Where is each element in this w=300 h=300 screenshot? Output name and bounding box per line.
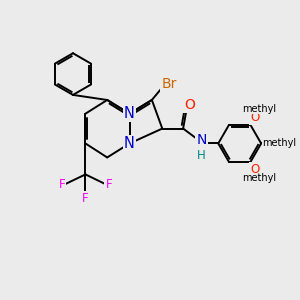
Text: H: H xyxy=(197,149,206,163)
Text: O: O xyxy=(250,111,259,124)
Text: methyl: methyl xyxy=(243,173,277,183)
Text: O: O xyxy=(250,163,260,176)
Text: methyl: methyl xyxy=(256,110,261,111)
Text: O: O xyxy=(250,163,259,176)
Text: N: N xyxy=(124,106,135,121)
Text: F: F xyxy=(82,192,89,205)
Text: O: O xyxy=(184,98,195,112)
Text: O: O xyxy=(250,111,260,124)
Text: Br: Br xyxy=(161,77,176,91)
Text: N: N xyxy=(124,136,135,151)
Text: methyl: methyl xyxy=(256,176,261,177)
Text: methyl: methyl xyxy=(262,138,297,148)
Text: O: O xyxy=(265,137,274,150)
Text: methyl: methyl xyxy=(275,143,280,144)
Text: F: F xyxy=(58,178,65,191)
Text: N: N xyxy=(196,134,207,148)
Text: methyl: methyl xyxy=(243,104,277,114)
Text: F: F xyxy=(105,178,112,191)
Text: O: O xyxy=(265,137,275,150)
